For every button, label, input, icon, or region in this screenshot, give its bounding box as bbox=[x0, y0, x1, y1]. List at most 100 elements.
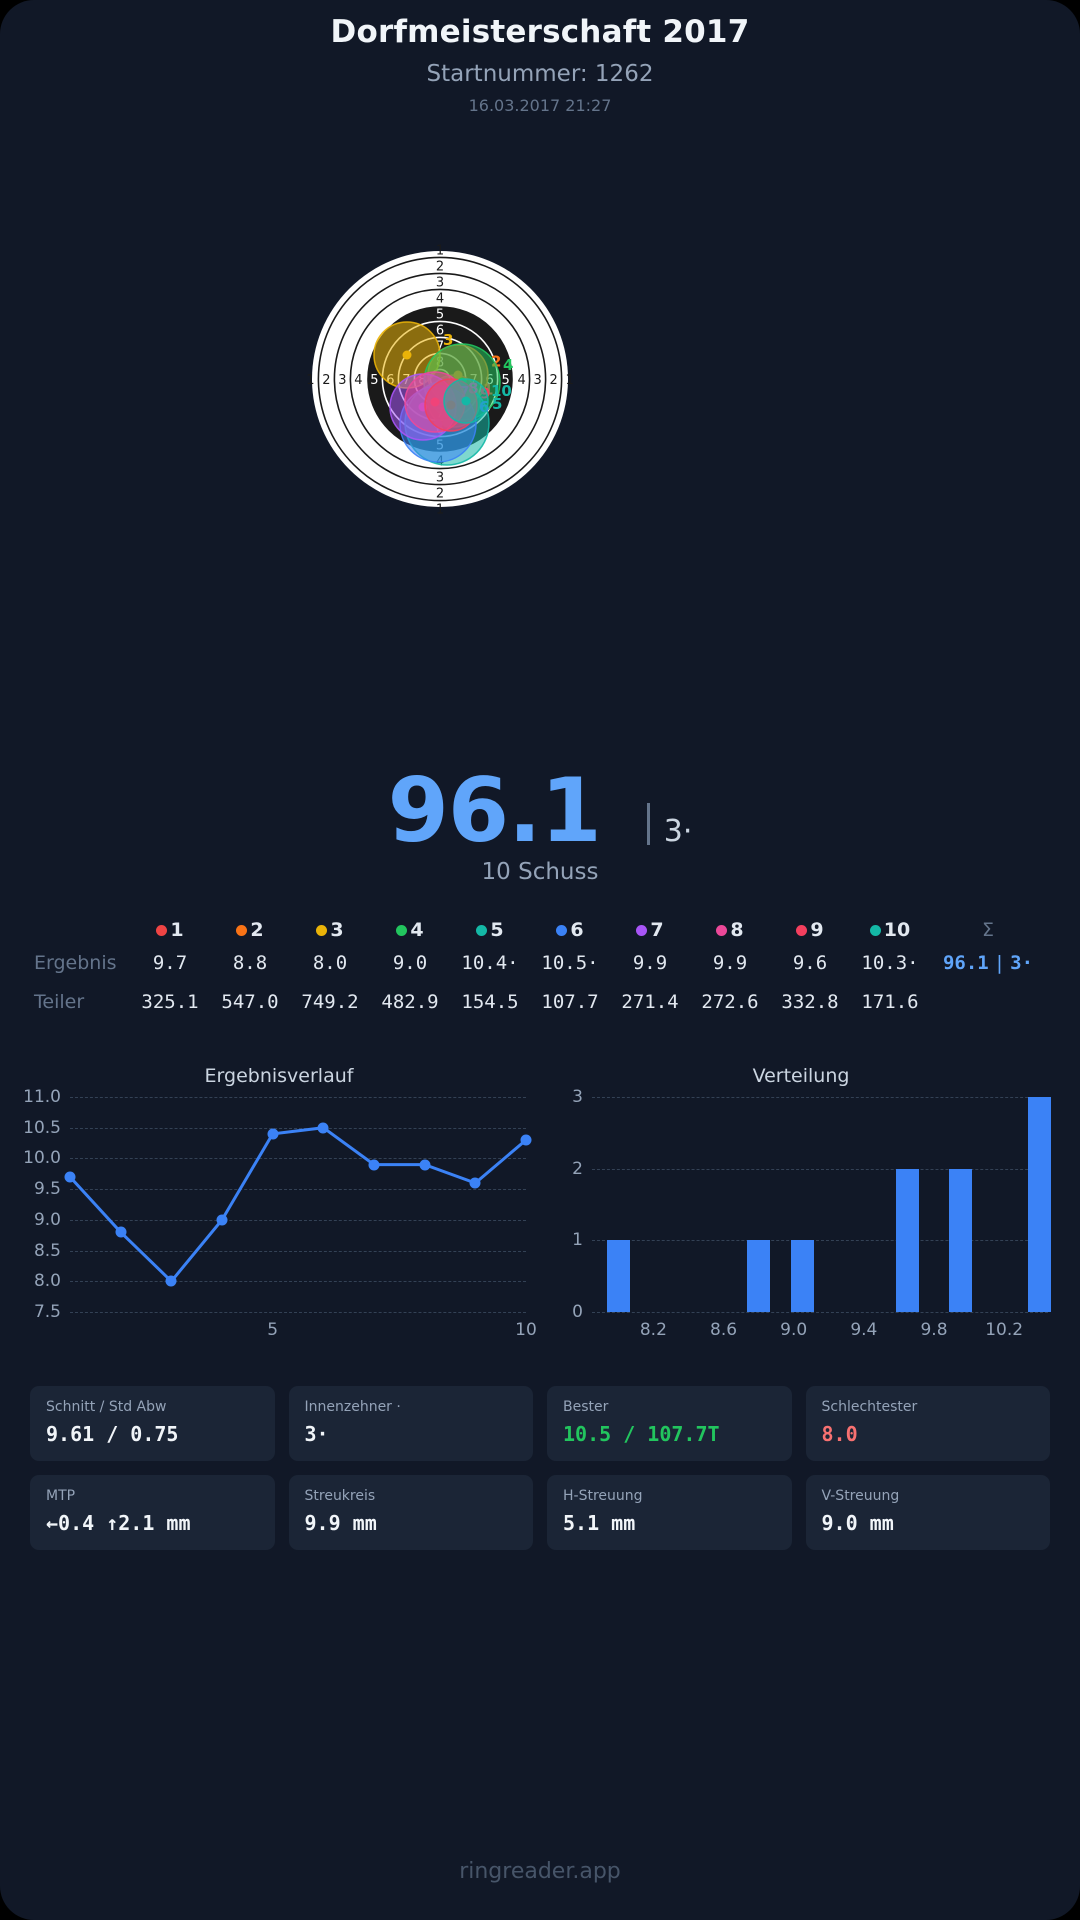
svg-text:6: 6 bbox=[436, 323, 444, 338]
charts-section: Ergebnisverlauf 7.5 8.0 8.5 9.0 9.5 10.0 10.5 1… bbox=[0, 1065, 1080, 1340]
table-cell: 8.0 bbox=[312, 952, 348, 974]
chart-ergebnisverlauf[interactable]: Ergebnisverlauf 7.5 8.0 8.5 9.0 9.5 10.0 10.5 1… bbox=[18, 1065, 540, 1340]
stat-card[interactable]: Schnitt / Std Abw 9.61 / 0.75 bbox=[30, 1386, 275, 1461]
stat-card[interactable]: MTP ←0.4 ↑2.1 mm bbox=[30, 1475, 275, 1550]
data-point bbox=[419, 1159, 431, 1171]
gridline bbox=[70, 1127, 526, 1129]
svg-text:4: 4 bbox=[436, 291, 444, 306]
svg-text:2: 2 bbox=[549, 373, 557, 388]
svg-text:2: 2 bbox=[436, 259, 444, 274]
shot-color-dot bbox=[556, 924, 568, 936]
column-header-10: 10 bbox=[850, 919, 930, 941]
bar bbox=[747, 1240, 770, 1312]
stat-card-value: 9.61 / 0.75 bbox=[46, 1422, 179, 1446]
table-header-row: 1 2 3 4 5 6 7 8 9 10 Σ bbox=[34, 919, 1046, 941]
y-axis-tick: 8.0 bbox=[33, 1271, 61, 1292]
stat-card-value: 9.0 mm bbox=[821, 1511, 894, 1535]
column-header-label: 4 bbox=[410, 919, 424, 941]
table-cell: 749.2 bbox=[301, 991, 359, 1013]
svg-text:4: 4 bbox=[503, 356, 513, 374]
y-axis-tick: 9.0 bbox=[33, 1209, 61, 1230]
gridline bbox=[70, 1312, 526, 1313]
stat-card-label: Streukreis bbox=[304, 1488, 376, 1504]
target-card[interactable]: 11223344556677881122334455667788 1234567… bbox=[200, 139, 680, 619]
stat-card[interactable]: Innenzehner · 3· bbox=[288, 1386, 533, 1461]
table-cell: 10.4· bbox=[461, 952, 519, 974]
column-header-7: 7 bbox=[610, 919, 690, 941]
data-point bbox=[165, 1275, 177, 1287]
table-row: Ergebnis 9.7 8.8 8.0 9.0 10.4· 10.5· 9.9 9.9 9.6 1… bbox=[34, 952, 1046, 974]
gridline bbox=[70, 1219, 526, 1221]
shot-color-dot bbox=[716, 924, 728, 936]
stat-card[interactable]: Bester 10.5 / 107.7T bbox=[547, 1386, 792, 1461]
shot-color-dot bbox=[156, 924, 168, 936]
stat-card[interactable]: H-Streuung 5.1 mm bbox=[547, 1475, 792, 1550]
svg-text:3: 3 bbox=[533, 373, 541, 388]
stats-row-1: Schnitt / Std Abw 9.61 / 0.75 Innenzehner … bbox=[30, 1386, 1050, 1461]
svg-text:2: 2 bbox=[436, 487, 444, 502]
data-point bbox=[216, 1214, 228, 1226]
y-axis-tick: 2 bbox=[572, 1158, 583, 1179]
stat-card-value: 9.9 mm bbox=[304, 1511, 377, 1535]
stat-card-label: Schlechtester bbox=[821, 1399, 918, 1415]
table-cell: 272.6 bbox=[701, 991, 759, 1013]
table-cell: 9.6 bbox=[792, 952, 828, 974]
data-point bbox=[368, 1159, 380, 1171]
svg-text:3: 3 bbox=[436, 471, 444, 486]
bar-plot-area: 0 1 2 3 8.2 8.6 9.0 9.4 9.8 10.2 bbox=[572, 1087, 1051, 1340]
y-axis-tick: 0 bbox=[572, 1302, 583, 1322]
svg-text:10: 10 bbox=[491, 382, 512, 400]
x-axis-tick: 10.2 bbox=[985, 1320, 1024, 1340]
shot-color-dot bbox=[476, 924, 488, 936]
data-point bbox=[64, 1171, 76, 1183]
table-row: Teiler 325.1 547.0 749.2 482.9 154.5 107.7 271.… bbox=[34, 991, 1046, 1013]
svg-text:3: 3 bbox=[338, 373, 346, 388]
sum-separator: | bbox=[993, 952, 1006, 974]
footer-brand: ringreader.app bbox=[459, 1859, 621, 1884]
shot-color-dot bbox=[396, 924, 408, 936]
shot-color-dot bbox=[796, 924, 808, 936]
stat-card-value: 3· bbox=[304, 1422, 329, 1446]
stat-card-label: Bester bbox=[563, 1399, 609, 1415]
svg-text:4: 4 bbox=[354, 373, 362, 388]
column-header-label: 7 bbox=[650, 919, 664, 941]
line-plot-area: 7.5 8.0 8.5 9.0 9.5 10.0 10.5 11.0 5 10 bbox=[23, 1087, 537, 1340]
x-axis-tick: 9.4 bbox=[850, 1320, 878, 1340]
table-cell: 8.8 bbox=[232, 952, 268, 974]
table-cell: 171.6 bbox=[861, 991, 919, 1013]
svg-text:4: 4 bbox=[517, 373, 525, 388]
stats-cards: Schnitt / Std Abw 9.61 / 0.75 Innenzehner … bbox=[0, 1386, 1080, 1550]
results-table: 1 2 3 4 5 6 7 8 9 10 Σ Ergebnis 9.7 8.8 8.0 9.0 10.4· 1… bbox=[0, 919, 1080, 1013]
column-header-label: 6 bbox=[570, 919, 584, 941]
data-point bbox=[469, 1177, 481, 1189]
column-header-4: 4 bbox=[370, 919, 450, 941]
x-axis-tick: 9.8 bbox=[920, 1320, 948, 1340]
table-cell: 271.4 bbox=[621, 991, 679, 1013]
stat-card-label: V-Streuung bbox=[821, 1488, 900, 1504]
shot-marker[interactable]: 10 bbox=[443, 378, 512, 424]
table-cell: 9.9 bbox=[712, 952, 748, 974]
table-cell: 547.0 bbox=[221, 991, 279, 1013]
stat-card[interactable]: V-Streuung 9.0 mm bbox=[805, 1475, 1050, 1550]
chart-verteilung[interactable]: Verteilung 0 1 2 3 8.2 8.6 9.0 9.4 9.8 10.2 bbox=[540, 1065, 1062, 1340]
stat-card[interactable]: Schlechtester 8.0 bbox=[805, 1386, 1050, 1461]
stat-card[interactable]: Streukreis 9.9 mm bbox=[288, 1475, 533, 1550]
gridline bbox=[592, 1097, 1048, 1098]
svg-text:2: 2 bbox=[491, 353, 501, 371]
svg-text:1: 1 bbox=[436, 503, 444, 518]
table-cell: 9.7 bbox=[152, 952, 188, 974]
svg-text:7: 7 bbox=[436, 339, 444, 354]
svg-text:5: 5 bbox=[492, 395, 502, 413]
stat-card-label: H-Streuung bbox=[563, 1488, 643, 1504]
svg-text:5: 5 bbox=[501, 373, 509, 388]
gridline bbox=[70, 1158, 526, 1160]
stat-card-value: 5.1 mm bbox=[563, 1511, 636, 1535]
sum-header: Σ bbox=[981, 919, 994, 941]
header: Dorfmeisterschaft 2017 Startnummer: 1262… bbox=[0, 0, 1080, 115]
score-divider bbox=[646, 803, 650, 845]
x-axis-tick: 10 bbox=[515, 1320, 537, 1340]
column-header-label: 1 bbox=[170, 919, 184, 941]
gridline bbox=[70, 1189, 526, 1191]
svg-text:5: 5 bbox=[436, 307, 444, 322]
